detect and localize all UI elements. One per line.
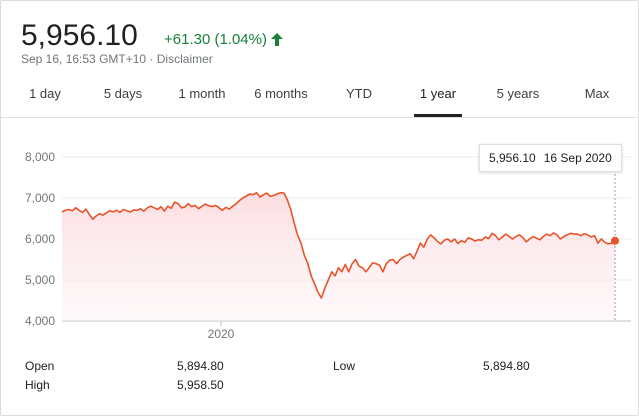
- y-tick-label: 7,000: [25, 191, 55, 205]
- last-point-marker: [611, 236, 619, 245]
- price-chart[interactable]: 8,000 7,000 6,000 5,000 4,000 2020: [1, 118, 638, 358]
- y-tick-label: 4,000: [25, 314, 55, 328]
- tab-6-months[interactable]: 6 months: [254, 86, 308, 101]
- x-tick-label: 2020: [208, 327, 235, 341]
- y-axis-ticks: 8,000 7,000 6,000 5,000 4,000: [25, 150, 55, 328]
- tab-1-year[interactable]: 1 year: [419, 86, 457, 101]
- price-line: [61, 191, 616, 299]
- tooltip-value: 5,956.10: [489, 151, 536, 165]
- open-value: 5,894.80: [177, 359, 224, 373]
- price-change-value: +61.30 (1.04%): [164, 31, 267, 48]
- tooltip-date: 16 Sep 2020: [543, 151, 612, 165]
- current-price: 5,956.10: [21, 19, 138, 52]
- tab-5-days[interactable]: 5 days: [103, 86, 143, 101]
- disclaimer-link[interactable]: Disclaimer: [156, 52, 213, 66]
- x-axis-ticks: 2020: [208, 321, 235, 341]
- range-tabs: 1 day 5 days 1 month 6 months YTD 1 year…: [1, 77, 638, 117]
- high-value: 5,958.50: [177, 378, 224, 392]
- price-change: +61.30 (1.04%): [164, 31, 283, 48]
- hover-tooltip: 5,956.10 16 Sep 2020: [479, 144, 622, 172]
- tab-5-years[interactable]: 5 years: [496, 86, 540, 101]
- quote-meta: Sep 16, 16:53 GMT+10 · Disclaimer: [21, 52, 213, 66]
- stats-table: Open 5,894.80 Low 5,894.80 High 5,958.50: [1, 359, 638, 397]
- y-tick-label: 5,000: [25, 273, 55, 287]
- quote-timestamp: Sep 16, 16:53 GMT+10: [21, 52, 147, 66]
- tab-1-day[interactable]: 1 day: [29, 86, 61, 101]
- low-value: 5,894.80: [483, 359, 530, 373]
- y-tick-label: 6,000: [25, 232, 55, 246]
- tab-ytd[interactable]: YTD: [346, 86, 372, 101]
- tab-max[interactable]: Max: [584, 86, 610, 101]
- stat-row-high: High 5,958.50: [1, 378, 638, 397]
- tabs-divider: [1, 117, 638, 118]
- active-tab-indicator: [414, 114, 462, 117]
- meta-separator: ·: [146, 52, 157, 66]
- arrow-up-icon: [271, 33, 283, 46]
- low-label: Low: [333, 359, 356, 373]
- open-label: Open: [25, 359, 55, 373]
- stat-row-open: Open 5,894.80 Low 5,894.80: [1, 359, 638, 378]
- tab-1-month[interactable]: 1 month: [178, 86, 226, 101]
- price-area: [62, 192, 615, 321]
- high-label: High: [25, 378, 50, 392]
- y-tick-label: 8,000: [25, 150, 55, 164]
